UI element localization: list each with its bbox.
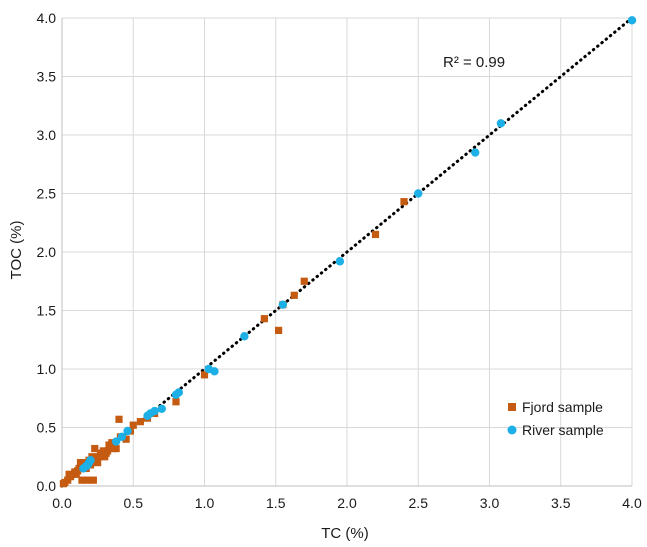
river-sample-point	[335, 257, 345, 266]
fjord-sample-point	[400, 198, 408, 206]
fjord-sample-point	[75, 464, 83, 473]
fjord-sample-point	[200, 371, 209, 379]
axes	[61, 18, 632, 487]
river-sample-point	[157, 404, 166, 413]
river-sample-point	[210, 367, 219, 376]
fjord-sample-point	[122, 435, 130, 443]
x-tick-label: 1.0	[195, 495, 215, 511]
river-sample-point	[111, 437, 121, 446]
legend-label-river: River sample	[522, 422, 604, 438]
y-tick-label: 4.0	[37, 10, 57, 26]
river-sample-point	[496, 119, 506, 128]
x-tick-label: 4.0	[622, 495, 642, 511]
fjord-sample-point	[91, 444, 99, 453]
fjord-sample-point	[290, 291, 298, 299]
river-sample-point	[278, 300, 288, 309]
river-sample-point	[123, 426, 132, 436]
river-sample-point	[414, 189, 423, 198]
y-tick-label: 2.0	[37, 244, 57, 260]
fjord-sample-point	[78, 476, 86, 484]
fjord-sample-point	[275, 326, 283, 334]
y-tick-label: 3.5	[37, 69, 57, 85]
fjord-sample-point	[89, 476, 97, 484]
river-sample-point	[150, 406, 159, 416]
legend-marker-river	[507, 425, 517, 435]
fjord-sample-point	[108, 439, 116, 447]
fjord-sample-point	[136, 418, 144, 426]
fjord-sample-point	[129, 421, 137, 429]
fjord-sample-point	[112, 444, 120, 453]
fjord-sample-point	[172, 398, 180, 406]
x-tick-label: 2.5	[409, 495, 429, 511]
x-tick-label: 2.0	[337, 495, 357, 511]
y-tick-label: 0.0	[37, 478, 57, 494]
fjord-sample-point	[260, 315, 268, 323]
y-axis-title: TOC (%)	[8, 221, 25, 280]
legend-label-fjord: Fjord sample	[522, 399, 603, 415]
y-tick-label: 3.0	[37, 127, 57, 143]
y-tick-label: 0.5	[37, 420, 57, 436]
x-tick-label: 3.0	[480, 495, 500, 511]
y-tick-label: 1.5	[37, 303, 57, 319]
river-sample-point	[174, 388, 184, 397]
data-points	[59, 16, 637, 488]
x-tick-label: 3.5	[551, 495, 571, 511]
y-tick-label: 2.5	[37, 186, 57, 202]
x-tick-label: 1.5	[266, 495, 286, 511]
fjord-sample-point	[104, 447, 112, 455]
fjord-sample-point	[300, 277, 308, 285]
river-sample-point	[471, 148, 480, 157]
legend: Fjord sample River sample	[507, 399, 604, 438]
x-tick-label: 0.0	[52, 495, 72, 511]
fjord-sample-point	[115, 415, 123, 423]
river-sample-point	[117, 432, 127, 442]
y-tick-label: 1.0	[37, 361, 57, 377]
x-axis-title: TC (%)	[321, 525, 369, 542]
r-squared-annotation: R² = 0.99	[443, 54, 505, 71]
x-tick-label: 0.5	[124, 495, 144, 511]
river-sample-point	[627, 16, 637, 25]
legend-marker-fjord	[508, 403, 516, 411]
river-sample-point	[240, 332, 249, 341]
fjord-sample-point	[371, 230, 380, 239]
x-axis-tick-labels: 0.0 0.5 1.0 1.5 2.0 2.5 3.0 3.5 4.0	[52, 495, 642, 511]
fjord-sample-point	[84, 476, 92, 484]
y-axis-tick-labels: 0.0 0.5 1.0 1.5 2.0 2.5 3.0 3.5 4.0	[37, 10, 57, 494]
river-sample-point	[86, 456, 95, 465]
fjord-sample-point	[94, 459, 102, 467]
